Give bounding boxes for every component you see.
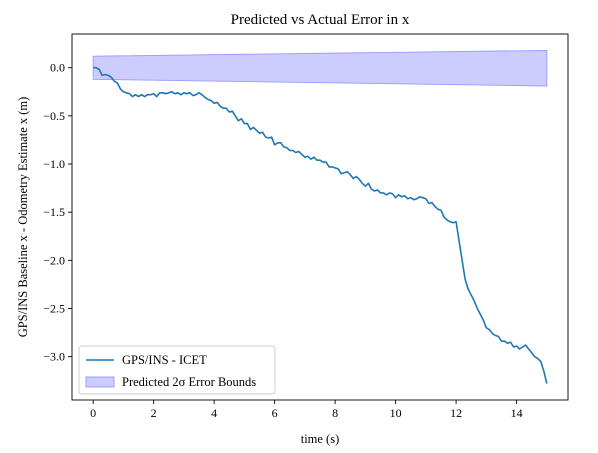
y-tick-label: −2.5 bbox=[43, 302, 65, 316]
legend-label-bounds: Predicted 2σ Error Bounds bbox=[122, 375, 256, 389]
y-tick-label: −1.5 bbox=[43, 205, 65, 219]
y-axis: 0.0 −0.5 −1.0 −1.5 −2.0 −2.5 −3.0 bbox=[43, 61, 72, 364]
y-tick-label: −0.5 bbox=[43, 109, 65, 123]
series-line-gps-ins-icet bbox=[93, 66, 548, 384]
legend-patch-swatch bbox=[85, 376, 115, 388]
legend-label-series: GPS/INS - ICET bbox=[122, 353, 207, 367]
error-bounds-band bbox=[92, 49, 548, 87]
y-axis-label: GPS/INS Baseline x - Odometry Estimate x… bbox=[16, 97, 30, 338]
x-tick-label: 14 bbox=[511, 406, 523, 420]
x-tick-label: 0 bbox=[90, 406, 96, 420]
y-tick-label: −3.0 bbox=[43, 350, 65, 364]
x-tick-label: 8 bbox=[332, 406, 338, 420]
x-axis-label: time (s) bbox=[301, 432, 340, 446]
plot-area bbox=[92, 49, 548, 384]
x-tick-label: 4 bbox=[211, 406, 217, 420]
axes-frame bbox=[71, 33, 569, 401]
x-tick-label: 6 bbox=[272, 406, 278, 420]
x-tick-label: 10 bbox=[390, 406, 402, 420]
y-tick-label: 0.0 bbox=[50, 61, 65, 75]
legend-box bbox=[78, 345, 276, 395]
x-tick-label: 2 bbox=[151, 406, 157, 420]
x-tick-label: 12 bbox=[450, 406, 462, 420]
x-axis: 0 2 4 6 8 10 12 14 bbox=[90, 400, 523, 420]
y-tick-label: −1.0 bbox=[43, 157, 65, 171]
y-tick-label: −2.0 bbox=[43, 253, 65, 267]
chart-title: Predicted vs Actual Error in x bbox=[231, 12, 410, 28]
legend: GPS/INS - ICET Predicted 2σ Error Bounds bbox=[78, 345, 276, 395]
